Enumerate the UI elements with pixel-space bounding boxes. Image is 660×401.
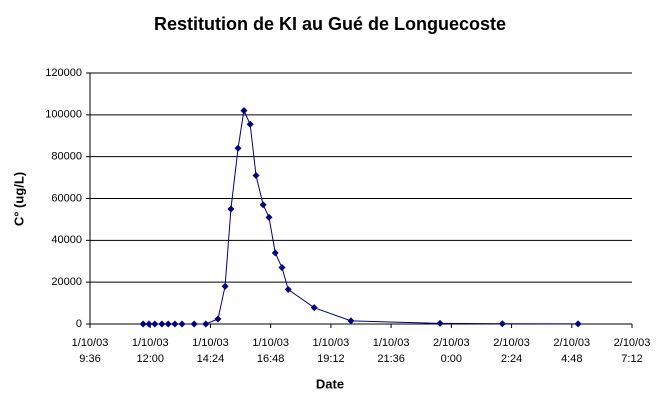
- data-point: [171, 320, 179, 328]
- data-point: [310, 304, 318, 312]
- data-point: [574, 320, 582, 328]
- data-point: [252, 171, 260, 179]
- data-point: [139, 320, 147, 328]
- data-point: [284, 285, 292, 293]
- data-point: [221, 282, 229, 290]
- data-point: [278, 264, 286, 272]
- data-point: [240, 107, 248, 115]
- data-point: [498, 320, 506, 328]
- data-point: [265, 213, 273, 221]
- data-point: [259, 201, 267, 209]
- data-point: [202, 320, 210, 328]
- x-tick-label: 2/10/03 2:24: [493, 337, 530, 365]
- x-tick-label: 2/10/03 0:00: [433, 337, 470, 365]
- data-point: [234, 144, 242, 152]
- data-point: [190, 320, 198, 328]
- data-point: [178, 320, 186, 328]
- x-tick-label: 1/10/03 19:12: [313, 337, 350, 365]
- y-tick-label: 20000: [51, 276, 82, 288]
- x-tick-label: 1/10/03 14:24: [192, 337, 229, 365]
- y-tick-label: 80000: [51, 151, 82, 163]
- x-tick-label: 2/10/03 4:48: [553, 337, 590, 365]
- y-tick-label: 120000: [45, 67, 82, 79]
- data-point: [436, 319, 444, 327]
- y-tick-label: 0: [76, 318, 82, 330]
- data-point: [246, 120, 254, 128]
- data-point: [151, 320, 159, 328]
- y-axis-title: C° (ug/L): [11, 172, 26, 226]
- x-tick-label: 2/10/03 7:12: [614, 337, 651, 365]
- data-point: [214, 315, 222, 323]
- x-tick-label: 1/10/03 12:00: [132, 337, 169, 365]
- x-axis-title: Date: [316, 376, 344, 391]
- data-point: [158, 320, 166, 328]
- data-point: [145, 320, 153, 328]
- data-point: [227, 205, 235, 213]
- y-tick-label: 100000: [45, 109, 82, 121]
- y-tick-label: 40000: [51, 234, 82, 246]
- x-tick-label: 1/10/03 9:36: [72, 337, 109, 365]
- data-point: [347, 317, 355, 325]
- data-point: [164, 320, 172, 328]
- y-tick-label: 60000: [51, 192, 82, 204]
- chart-title: Restitution de KI au Gué de Longuecoste: [154, 14, 506, 34]
- x-tick-label: 1/10/03 21:36: [373, 337, 410, 365]
- data-point: [271, 249, 279, 257]
- x-tick-label: 1/10/03 16:48: [252, 337, 289, 365]
